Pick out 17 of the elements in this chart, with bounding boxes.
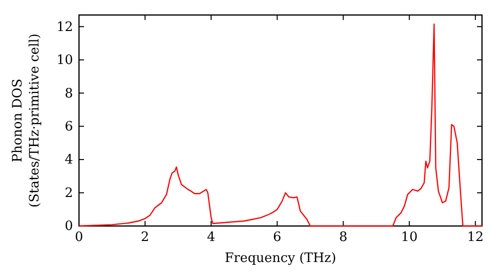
y-tick-label: 4 (64, 152, 73, 168)
x-tick-label: 10 (401, 230, 418, 246)
y-tick-label: 0 (64, 219, 73, 234)
x-axis-title: Frequency (THz) (224, 251, 336, 266)
y-tick-label: 2 (64, 186, 73, 201)
x-tick-label: 0 (74, 230, 84, 246)
y-tick-label: 10 (56, 53, 73, 68)
x-tick-label: 6 (273, 230, 282, 246)
x-tick-label: 8 (339, 230, 348, 246)
y-axis-title: Phonon DOS (States/THz·primitive cell) (10, 33, 42, 208)
line-series (78, 24, 483, 227)
x-tick-label: 4 (206, 230, 216, 246)
y-tick-label: 12 (56, 20, 73, 35)
x-tick-label: 2 (140, 230, 150, 246)
y-tick-label: 8 (64, 86, 73, 102)
y-tick-label: 6 (64, 119, 73, 134)
x-tick-label: 12 (467, 230, 484, 246)
